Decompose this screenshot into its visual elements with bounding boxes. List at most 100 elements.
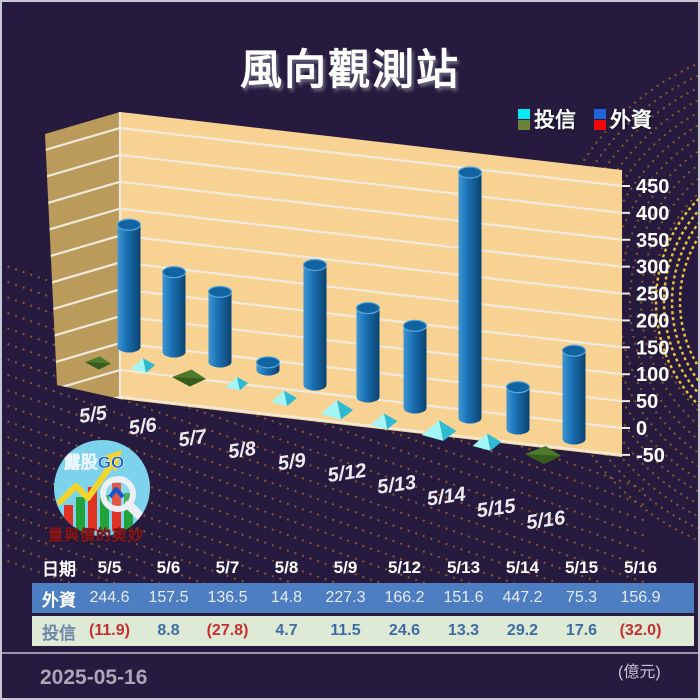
y-axis-label: 0: [636, 418, 647, 440]
gridline: [119, 126, 623, 188]
logo-magnifier-icon: [100, 476, 147, 523]
page-title: 風向觀測站: [239, 46, 460, 93]
foreign-bar-5-5: [116, 218, 142, 353]
date-label-5-7: 5/7: [177, 426, 208, 452]
gridline-side: [45, 126, 120, 152]
y-axis-label: 300: [636, 257, 669, 279]
foreign-investors-series: [116, 166, 587, 445]
foreign-value-cell: 244.6: [89, 589, 130, 606]
brand-logo: 露股GO 量與價的奧妙: [46, 436, 176, 561]
y-axis-label: -50: [636, 445, 665, 467]
y-axis-label: 250: [636, 284, 669, 306]
legend-item-foreign: 外資: [594, 104, 652, 134]
trust-value-cell: 17.6: [565, 622, 598, 639]
gridline-side: [45, 207, 120, 232]
trust-marker-5-12: [320, 400, 354, 420]
foreign-value-cell: 14.8: [270, 589, 303, 606]
foreign-bar-5-13: [402, 319, 428, 414]
foreign-value-cell: 75.3: [565, 589, 598, 606]
gridline-side: [45, 153, 120, 178]
y-axis-label: 400: [636, 203, 669, 225]
table-row-trust: 投信 (11.9) 8.8 (27.8) 4.7 11.5 24.6 13.3 29.2 17.6…: [32, 616, 694, 646]
date-label-5-5: 5/5: [78, 402, 109, 428]
table-row-foreign: 外資 244.6 157.5 136.5 14.8 227.3 166.2 151.6 447.…: [32, 583, 694, 613]
flows-data-table: 日期 5/5 5/6 5/7 5/8 5/9 5/12 5/13 5/14 5/15 5/16 外資 2…: [32, 555, 694, 646]
date-header-cell: 5/6: [156, 557, 181, 577]
trust-value-cell: (27.8): [206, 622, 249, 639]
y-axis-label: 100: [636, 364, 669, 386]
date-header-cell: 5/5: [97, 557, 122, 577]
gridline: [119, 261, 623, 322]
chart-legend: 投信 外資: [518, 104, 652, 134]
foreign-value-cell: 447.2: [502, 589, 543, 606]
trust-value-cell: 11.5: [330, 622, 361, 639]
date-label-5-14: 5/14: [426, 483, 468, 510]
trust-marker-5-15: [472, 433, 502, 451]
foreign-bar-5-8: [255, 356, 281, 376]
trust-legend-swatch-icon: [518, 108, 530, 130]
trust-marker-5-14: [421, 420, 457, 441]
legend-label-trust: 投信: [534, 109, 576, 132]
trust-marker-5-6: [130, 358, 156, 373]
date-label-5-13: 5/13: [376, 472, 418, 499]
report-date: 2025-05-16: [40, 666, 148, 689]
trust-value-cell: (11.9): [89, 622, 130, 639]
trust-marker-5-9: [271, 390, 297, 407]
logo-badge-text: 露股GO: [64, 453, 124, 472]
trust-marker-5-5: [85, 356, 111, 370]
date-label-5-12: 5/12: [326, 460, 368, 487]
date-header-cell: 5/7: [215, 557, 240, 577]
logo-trend-arrow-icon: [57, 450, 122, 505]
foreign-value-cell: 156.9: [620, 589, 661, 606]
legend-label-foreign: 外資: [610, 109, 652, 132]
date-header-cell: 5/14: [505, 557, 540, 577]
y-axis-label: 150: [636, 337, 669, 359]
date-axis-labels: 5/5 5/6 5/7 5/8 5/9 5/12 5/13 5/14 5/15 5/16: [78, 402, 568, 534]
y-axis-label: 350: [636, 230, 669, 252]
side-wall: [45, 112, 120, 399]
date-header-cell: 5/15: [564, 557, 599, 577]
foreign-value-cell: 166.2: [384, 589, 425, 606]
y-axis-label: 50: [636, 391, 658, 413]
gridline-side: [45, 261, 120, 286]
gridline-side: [45, 180, 120, 205]
foreign-value-cell: 157.5: [148, 589, 189, 606]
gridline-side: [45, 315, 120, 340]
foreign-bar-5-15: [505, 381, 531, 435]
table-header-row-label: 日期: [42, 560, 76, 579]
logo-caption: 量與價的奧妙: [48, 527, 145, 544]
trust-marker-5-13: [370, 413, 398, 430]
table-header-row: 日期 5/5 5/6 5/7 5/8 5/9 5/12 5/13 5/14 5/15 5/16: [32, 555, 694, 580]
foreign-bar-5-12: [355, 301, 381, 403]
table-row-trust-label: 投信: [42, 623, 76, 643]
trust-marker-5-7: [172, 369, 206, 387]
foreign-bar-5-7: [207, 285, 233, 368]
date-label-5-8: 5/8: [227, 438, 258, 464]
trust-marker-5-8: [225, 377, 249, 391]
trust-value-cell: 24.6: [388, 622, 421, 639]
trust-value-cell: 8.8: [157, 622, 180, 639]
date-header-cell: 5/16: [623, 557, 658, 577]
date-label-5-16: 5/16: [525, 507, 567, 534]
foreign-bar-5-16: [561, 344, 587, 445]
table-row-foreign-label: 外資: [42, 590, 76, 610]
trust-value-cell: 4.7: [275, 622, 298, 639]
date-label-5-6: 5/6: [127, 414, 158, 440]
legend-item-trust: 投信: [518, 104, 576, 134]
gridline: [119, 180, 623, 241]
foreign-value-cell: 227.3: [325, 589, 366, 606]
date-header-cell: 5/13: [446, 557, 481, 577]
date-label-5-15: 5/15: [475, 495, 517, 522]
y-axis-label: 450: [636, 176, 669, 198]
unit-note: (億元): [618, 664, 661, 681]
date-header-cell: 5/9: [333, 557, 358, 577]
foreign-legend-swatch-icon: [594, 108, 606, 130]
brand-logo-icon: 露股GO: [54, 440, 150, 536]
trust-value-cell: 29.2: [506, 622, 539, 639]
trust-value-cell: (32.0): [619, 622, 662, 639]
date-header-cell: 5/12: [387, 557, 422, 577]
trust-value-cell: 13.3: [447, 622, 480, 639]
gridline-side: [45, 288, 120, 313]
y-axis-labels: 450 400 350 300 250 200 150 100 50 0 -50: [636, 176, 669, 467]
